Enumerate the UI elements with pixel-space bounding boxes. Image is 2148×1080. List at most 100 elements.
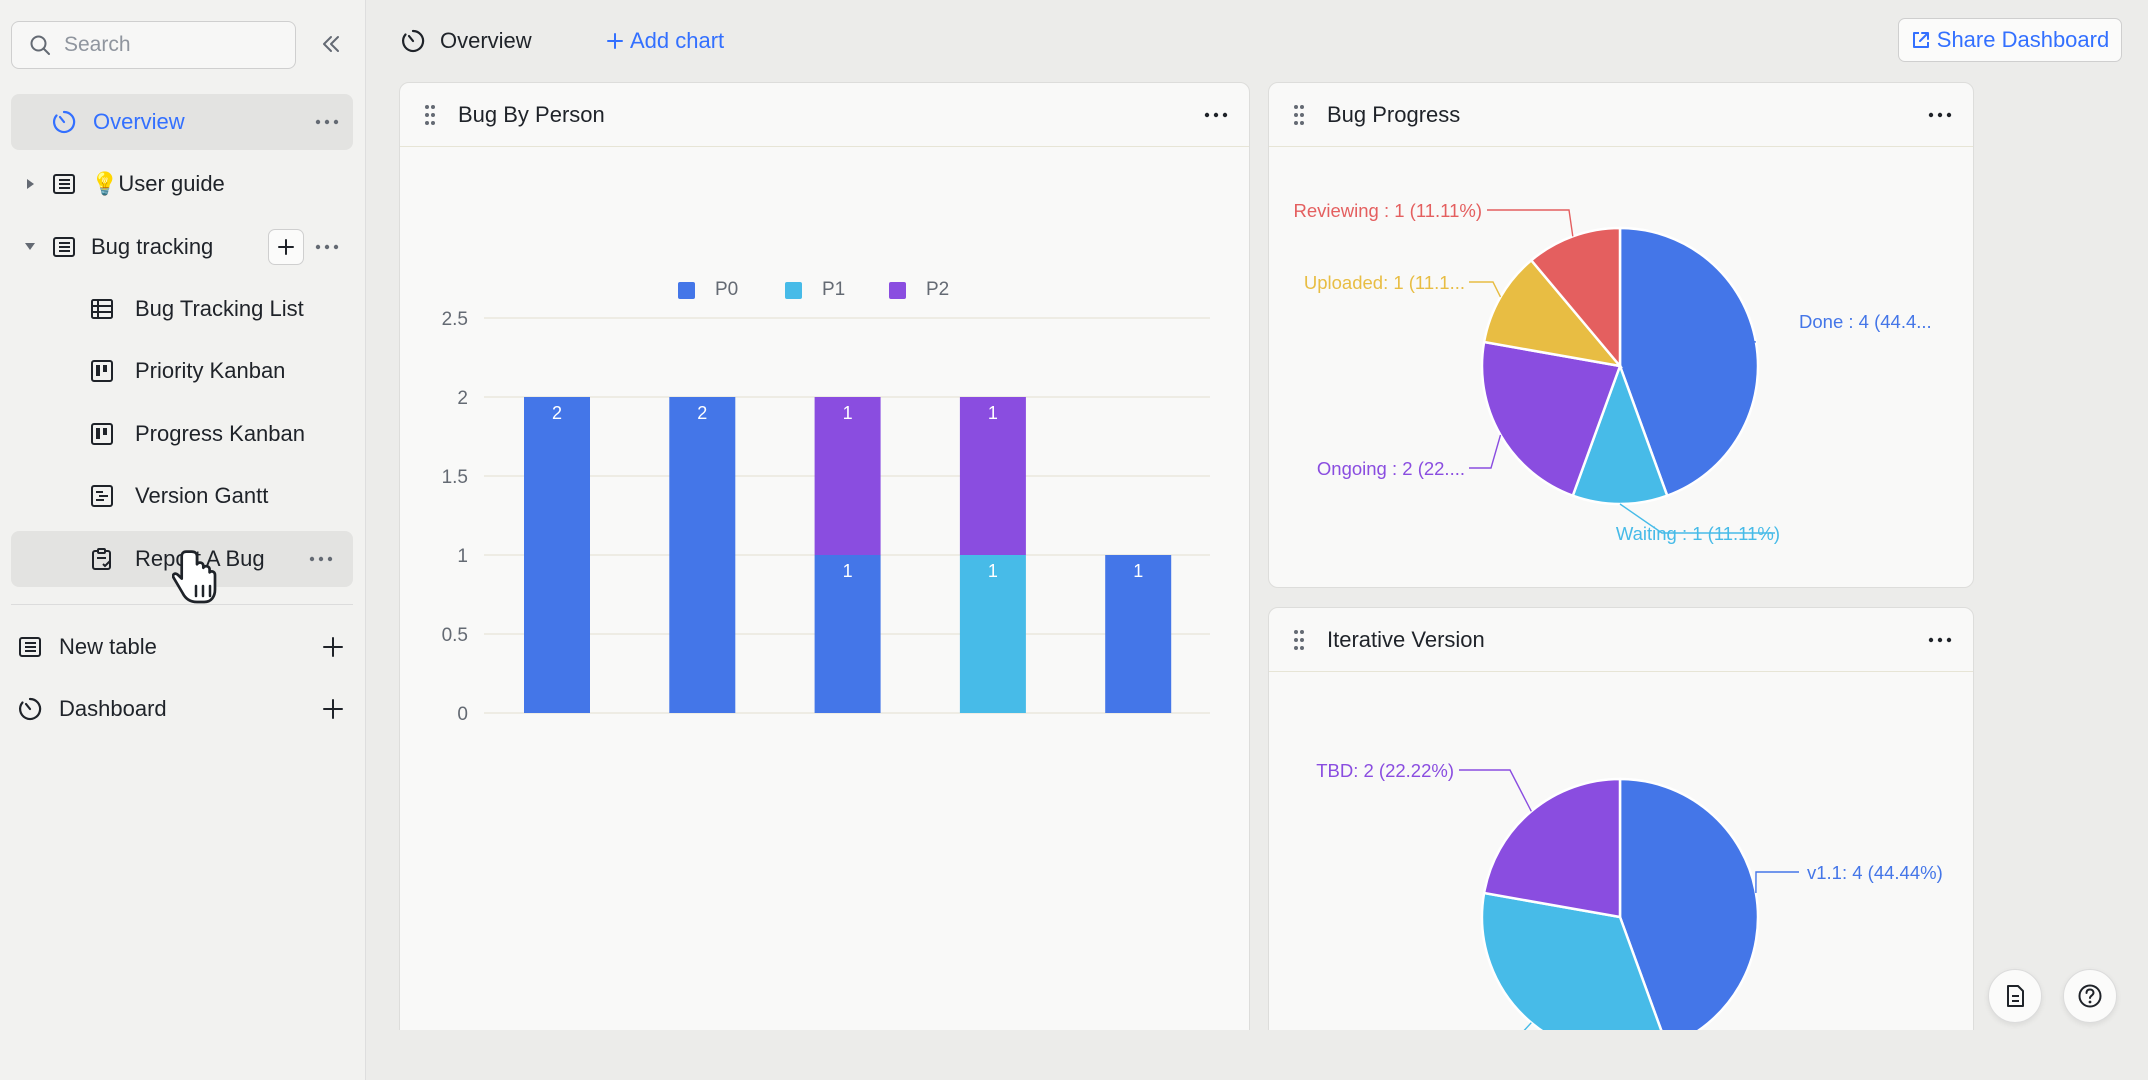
more-dots-icon bbox=[1928, 637, 1952, 643]
gantt-icon bbox=[89, 483, 115, 509]
bar-segment-p0 bbox=[669, 397, 736, 713]
more-dots-icon bbox=[315, 119, 339, 125]
notes-button[interactable] bbox=[1988, 969, 2042, 1023]
add-view-button[interactable] bbox=[268, 229, 304, 265]
caret-down-icon bbox=[25, 243, 35, 250]
bug-tracking-more-button[interactable] bbox=[313, 233, 341, 261]
plus-icon bbox=[323, 637, 343, 657]
search-box[interactable] bbox=[11, 21, 296, 69]
bug-progress-card: Bug Progress Done : 4 (44.4... Waiting : … bbox=[1268, 82, 1974, 588]
sidebar-item-dashboard[interactable]: Dashboard bbox=[17, 681, 297, 737]
card-title: Iterative Version bbox=[1327, 626, 1485, 652]
pie-label: Waiting : 1 (11.11%) bbox=[1616, 523, 1780, 544]
bar-value-label: 1 bbox=[988, 403, 998, 423]
pie-slice-done bbox=[1618, 226, 1760, 498]
pie-leader-line bbox=[1459, 769, 1532, 812]
bar-segment-p0 bbox=[1105, 555, 1172, 713]
bottom-strip bbox=[366, 1030, 2148, 1080]
sidebar-item-label: Priority Kanban bbox=[135, 358, 286, 383]
collapse-sidebar-button[interactable] bbox=[318, 31, 344, 57]
pie-label: Reviewing : 1 (11.11%) bbox=[1293, 200, 1482, 221]
dashboard-icon bbox=[402, 29, 425, 53]
legend-item-p0[interactable]: P0 bbox=[678, 279, 738, 301]
more-dots-icon bbox=[309, 556, 333, 562]
sidebar-item-bug-tracking[interactable]: Bug tracking bbox=[51, 219, 261, 275]
double-chevron-left-icon bbox=[323, 36, 339, 52]
sidebar-item-bug-tracking-list[interactable]: Bug Tracking List bbox=[89, 281, 339, 337]
table-icon bbox=[17, 634, 43, 660]
expand-user-guide-button[interactable] bbox=[22, 176, 38, 192]
legend-label: P0 bbox=[715, 279, 739, 300]
add-chart-label: Add chart bbox=[630, 28, 725, 53]
help-button[interactable] bbox=[2063, 969, 2117, 1023]
help-icon bbox=[2078, 984, 2102, 1008]
add-table-button[interactable] bbox=[318, 632, 348, 662]
share-dashboard-label: Share Dashboard bbox=[1936, 27, 2110, 52]
search-icon bbox=[30, 35, 50, 55]
dashboard-icon bbox=[17, 696, 43, 722]
grid-view-icon bbox=[89, 296, 115, 322]
sidebar-item-priority-kanban[interactable]: Priority Kanban bbox=[89, 343, 339, 399]
add-chart-button[interactable]: Add chart bbox=[606, 22, 724, 60]
sidebar-item-new-table[interactable]: New table bbox=[17, 619, 297, 675]
plus-icon bbox=[278, 239, 294, 255]
overview-more-button[interactable] bbox=[313, 108, 341, 136]
drag-handle-icon[interactable] bbox=[1291, 628, 1307, 652]
pie-leader-line bbox=[1487, 209, 1574, 237]
sidebar-item-progress-kanban[interactable]: Progress Kanban bbox=[89, 406, 339, 462]
card-more-button[interactable] bbox=[1201, 101, 1231, 129]
pie-leader-line bbox=[1469, 434, 1502, 469]
drag-handle-icon[interactable] bbox=[1291, 103, 1307, 127]
bar-value-label: 1 bbox=[843, 561, 853, 581]
search-input[interactable] bbox=[64, 33, 284, 57]
plus-icon bbox=[323, 699, 343, 719]
more-dots-icon bbox=[1928, 112, 1952, 118]
pie-label: TBD: 2 (22.22%) bbox=[1316, 760, 1454, 781]
kanban-icon bbox=[89, 358, 115, 384]
card-header: Iterative Version bbox=[1269, 608, 1973, 672]
hand-cursor-icon bbox=[172, 550, 217, 604]
pie-label: Uploaded: 1 (11.1... bbox=[1304, 272, 1465, 293]
pie-leader-line bbox=[1660, 320, 1757, 343]
form-icon bbox=[89, 546, 115, 572]
plus-icon bbox=[607, 33, 623, 49]
document-icon bbox=[2007, 985, 2024, 1007]
report-a-bug-more-button[interactable] bbox=[307, 545, 335, 573]
table-icon bbox=[51, 171, 77, 197]
card-header: Bug By Person bbox=[400, 83, 1249, 147]
bug-progress-chart: Done : 4 (44.4... Waiting : 1 (11.11%) Ong… bbox=[1293, 200, 1931, 544]
legend-item-p1[interactable]: P1 bbox=[785, 279, 845, 301]
add-dashboard-button[interactable] bbox=[318, 694, 348, 724]
card-more-button[interactable] bbox=[1925, 101, 1955, 129]
sidebar-divider bbox=[11, 604, 353, 605]
sidebar-item-version-gantt[interactable]: Version Gantt bbox=[89, 468, 339, 524]
share-dashboard-button[interactable]: Share Dashboard bbox=[1898, 18, 2122, 62]
y-tick-label: 0.5 bbox=[442, 625, 468, 646]
legend-label: P1 bbox=[822, 279, 846, 300]
pie-leader-line bbox=[1469, 281, 1502, 298]
bar-segment-p0 bbox=[814, 555, 881, 713]
card-title: Bug By Person bbox=[458, 101, 605, 127]
pie-leader-line bbox=[1755, 871, 1799, 894]
sidebar: Overview 💡User guide Bug tracking Bug Tr… bbox=[0, 0, 366, 1080]
collapse-bug-tracking-button[interactable] bbox=[22, 238, 38, 254]
y-tick-label: 2.5 bbox=[442, 309, 468, 330]
bar-value-label: 1 bbox=[1133, 561, 1143, 581]
share-icon bbox=[1912, 32, 1929, 48]
drag-handle-icon[interactable] bbox=[422, 103, 438, 127]
card-more-button[interactable] bbox=[1925, 626, 1955, 654]
bar-value-label: 2 bbox=[552, 403, 562, 423]
sidebar-item-user-guide[interactable]: 💡User guide bbox=[51, 156, 331, 212]
legend-swatch bbox=[889, 281, 906, 299]
bug-by-person-card: Bug By Person P0 P1 P2 0 0.5 1 1.5 2 2.5 2 2 1 1 1… bbox=[399, 82, 1250, 1080]
sidebar-item-overview[interactable]: Overview bbox=[11, 94, 353, 150]
y-tick-label: 0 bbox=[457, 704, 468, 725]
bar-segment-p2 bbox=[959, 397, 1026, 555]
pie-label: v1.1: 4 (44.44%) bbox=[1807, 862, 1943, 883]
bar-segment-p2 bbox=[814, 397, 881, 555]
caret-right-icon bbox=[27, 179, 34, 189]
bar-value-label: 2 bbox=[697, 403, 707, 423]
pie-label: Ongoing : 2 (22.... bbox=[1317, 458, 1465, 479]
dashboard-title[interactable]: Overview bbox=[400, 22, 532, 60]
legend-item-p2[interactable]: P2 bbox=[889, 279, 949, 301]
